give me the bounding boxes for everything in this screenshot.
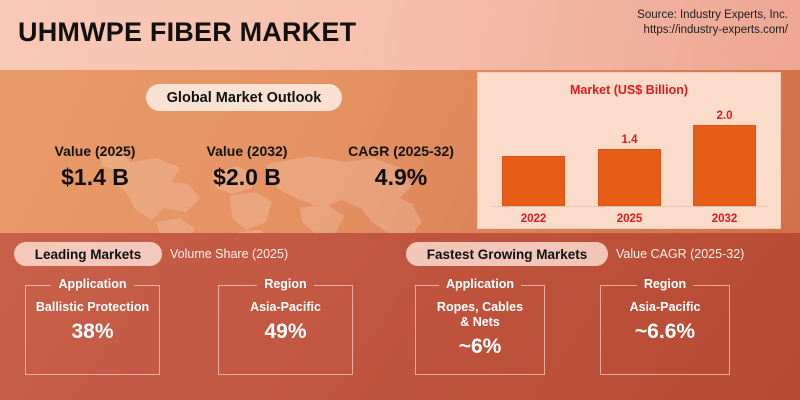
bar-2032 [693, 125, 756, 206]
card-header: Region [219, 277, 352, 291]
bar-category-2032: 2032 [711, 213, 738, 225]
page-title: UHMWPE FIBER MARKET [18, 17, 357, 47]
card-body: Asia-Pacific 49% [219, 300, 352, 345]
card-name: Asia-Pacific [629, 300, 701, 314]
metric-label: Value (2032) [206, 143, 288, 159]
card-value: ~6% [458, 335, 502, 358]
chart-baseline [492, 206, 768, 207]
metric-cagr: CAGR (2025-32) 4.9% [322, 142, 480, 192]
metric-value: 4.9% [374, 164, 428, 190]
fastest-region-card: Region Asia-Pacific ~6.6% [600, 277, 730, 375]
card-name: Ropes, Cables & Nets [436, 300, 524, 329]
source-attribution: Source: Industry Experts, Inc. https://i… [637, 8, 788, 38]
leading-markets-pill: Leading Markets [14, 242, 162, 266]
fastest-growing-markets-subtitle: Value CAGR (2025-32) [616, 247, 745, 261]
source-name: Source: Industry Experts, Inc. [637, 9, 788, 21]
header-band [0, 0, 800, 70]
card-name: Asia-Pacific [250, 300, 321, 314]
bar-category-2022: 2022 [520, 213, 547, 225]
metric-value: $2.0 B [213, 164, 281, 190]
card-header-label: Region [636, 277, 694, 291]
metric-value-2025: Value (2025) $1.4 B [20, 142, 170, 192]
card-value: 38% [71, 320, 114, 343]
card-value: ~6.6% [634, 320, 696, 343]
bar-label-2025: 1.4 [621, 134, 638, 146]
card-header: Application [416, 277, 544, 291]
bar-label-2032: 2.0 [716, 110, 733, 122]
bar-category-2025: 2025 [616, 213, 643, 225]
bar-2025 [598, 149, 661, 206]
fastest-application-card: Application Ropes, Cables & Nets ~6% [415, 277, 545, 375]
metric-label: CAGR (2025-32) [348, 143, 454, 159]
metric-value: $1.4 B [61, 164, 129, 190]
card-body: Ballistic Protection 38% [26, 300, 159, 345]
fastest-growing-markets-pill: Fastest Growing Markets [406, 242, 608, 266]
chart-plot-area: 2022 1.4 2025 2.0 2032 [478, 73, 780, 228]
card-value: 49% [264, 320, 307, 343]
card-header-label: Application [51, 277, 134, 291]
card-header-label: Region [257, 277, 314, 291]
metric-value-2032: Value (2032) $2.0 B [172, 142, 322, 192]
leading-application-card: Application Ballistic Protection 38% [25, 277, 160, 375]
market-bar-chart: Market (US$ Billion) 2022 1.4 2025 2.0 2… [477, 72, 781, 229]
bar-2022 [502, 156, 565, 206]
metric-label: Value (2025) [54, 143, 136, 159]
card-header: Region [601, 277, 729, 291]
source-url: https://industry-experts.com/ [643, 24, 788, 36]
leading-region-card: Region Asia-Pacific 49% [218, 277, 353, 375]
card-header: Application [26, 277, 159, 291]
card-body: Ropes, Cables & Nets ~6% [416, 300, 544, 360]
card-header-label: Application [438, 277, 522, 291]
leading-markets-subtitle: Volume Share (2025) [170, 247, 289, 261]
chart-title: Market (US$ Billion) [569, 83, 689, 97]
card-body: Asia-Pacific ~6.6% [601, 300, 729, 345]
global-market-outlook-pill: Global Market Outlook [146, 84, 342, 111]
card-name: Ballistic Protection [35, 300, 150, 314]
